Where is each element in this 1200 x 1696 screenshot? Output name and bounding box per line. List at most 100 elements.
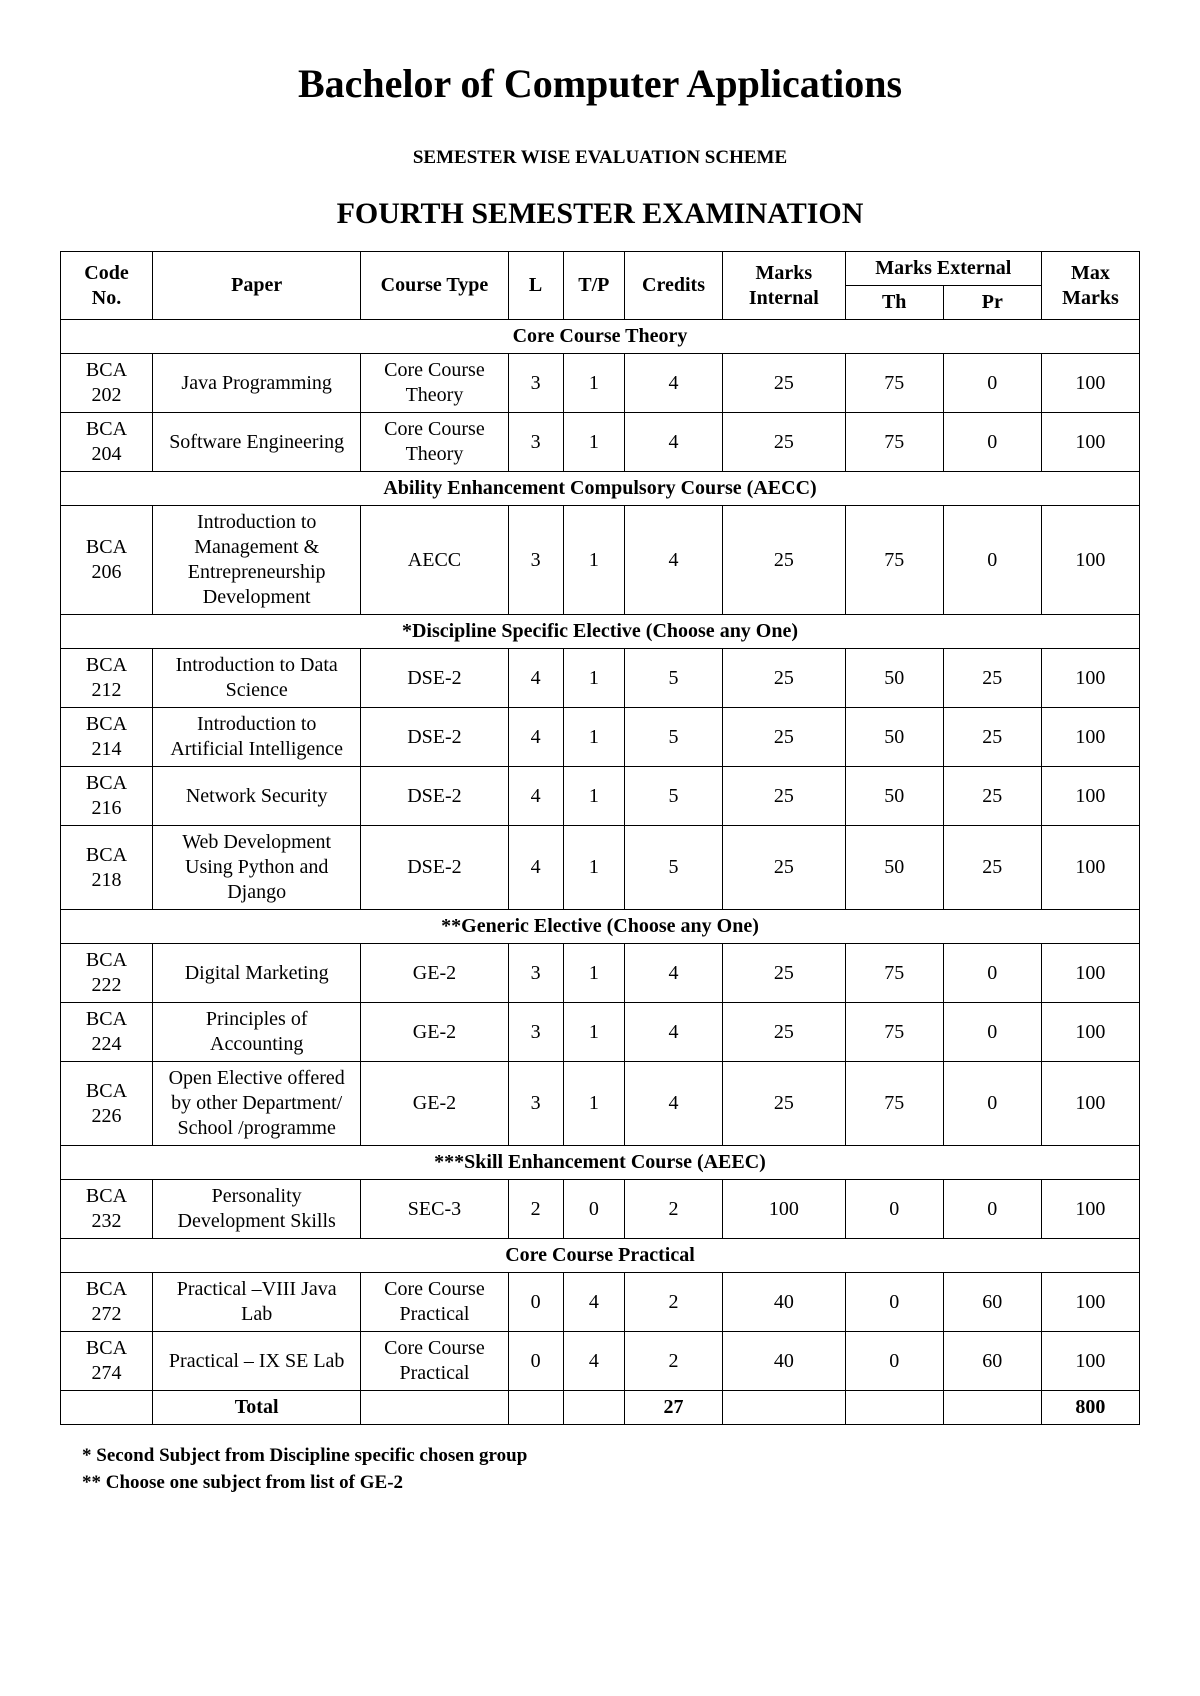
cell-tp: 4	[563, 1273, 624, 1332]
cell-code: BCA 212	[61, 649, 153, 708]
cell-int: 40	[723, 1273, 846, 1332]
cell-credits: 4	[624, 1062, 722, 1146]
cell-paper: Open Elective offered by other Departmen…	[152, 1062, 360, 1146]
cell-int: 100	[723, 1180, 846, 1239]
cell-paper: Practical – IX SE Lab	[152, 1332, 360, 1391]
cell-max: 100	[1041, 506, 1139, 615]
total-cell-9: 800	[1041, 1391, 1139, 1425]
cell-int: 25	[723, 1062, 846, 1146]
total-cell-3	[508, 1391, 563, 1425]
cell-pr: 0	[943, 1062, 1041, 1146]
cell-type: Core Course Practical	[361, 1273, 508, 1332]
cell-max: 100	[1041, 1003, 1139, 1062]
total-row: Total27800	[61, 1391, 1140, 1425]
footnotes: * Second Subject from Discipline specifi…	[60, 1443, 1140, 1496]
cell-pr: 25	[943, 649, 1041, 708]
total-cell-0	[61, 1391, 153, 1425]
cell-credits: 4	[624, 506, 722, 615]
cell-paper: Digital Marketing	[152, 944, 360, 1003]
table-row: BCA 272Practical –VIII Java LabCore Cour…	[61, 1273, 1140, 1332]
cell-paper: Principles of Accounting	[152, 1003, 360, 1062]
cell-int: 25	[723, 1003, 846, 1062]
cell-max: 100	[1041, 354, 1139, 413]
cell-int: 40	[723, 1332, 846, 1391]
cell-paper: Introduction to Data Science	[152, 649, 360, 708]
cell-int: 25	[723, 649, 846, 708]
cell-code: BCA 226	[61, 1062, 153, 1146]
cell-pr: 25	[943, 826, 1041, 910]
section-header: Core Course Practical	[61, 1239, 1140, 1273]
cell-paper: Personality Development Skills	[152, 1180, 360, 1239]
cell-credits: 4	[624, 1003, 722, 1062]
cell-max: 100	[1041, 708, 1139, 767]
cell-type: Core Course Theory	[361, 413, 508, 472]
cell-type: SEC-3	[361, 1180, 508, 1239]
table-row: BCA 232Personality Development SkillsSEC…	[61, 1180, 1140, 1239]
header-credits: Credits	[624, 252, 722, 320]
cell-th: 75	[845, 1062, 943, 1146]
cell-type: GE-2	[361, 1062, 508, 1146]
table-row: BCA 214Introduction to Artificial Intell…	[61, 708, 1140, 767]
page-title: Bachelor of Computer Applications	[60, 60, 1140, 107]
total-cell-6	[723, 1391, 846, 1425]
cell-max: 100	[1041, 649, 1139, 708]
total-cell-5: 27	[624, 1391, 722, 1425]
cell-l: 3	[508, 1062, 563, 1146]
header-l: L	[508, 252, 563, 320]
cell-l: 4	[508, 708, 563, 767]
cell-int: 25	[723, 944, 846, 1003]
cell-code: BCA 202	[61, 354, 153, 413]
table-row: BCA 218Web Development Using Python and …	[61, 826, 1140, 910]
table-row: BCA 274Practical – IX SE LabCore Course …	[61, 1332, 1140, 1391]
total-cell-7	[845, 1391, 943, 1425]
cell-int: 25	[723, 506, 846, 615]
cell-l: 4	[508, 826, 563, 910]
section-header: **Generic Elective (Choose any One)	[61, 910, 1140, 944]
cell-credits: 4	[624, 944, 722, 1003]
cell-max: 100	[1041, 1062, 1139, 1146]
cell-credits: 5	[624, 649, 722, 708]
cell-l: 3	[508, 506, 563, 615]
table-row: BCA 224Principles of AccountingGE-231425…	[61, 1003, 1140, 1062]
cell-th: 50	[845, 826, 943, 910]
cell-l: 3	[508, 944, 563, 1003]
cell-credits: 2	[624, 1180, 722, 1239]
cell-code: BCA 206	[61, 506, 153, 615]
cell-type: DSE-2	[361, 767, 508, 826]
table-row: BCA 216Network SecurityDSE-2415255025100	[61, 767, 1140, 826]
cell-th: 75	[845, 506, 943, 615]
cell-max: 100	[1041, 1180, 1139, 1239]
cell-max: 100	[1041, 1332, 1139, 1391]
cell-pr: 25	[943, 708, 1041, 767]
cell-th: 50	[845, 767, 943, 826]
cell-type: GE-2	[361, 944, 508, 1003]
cell-pr: 0	[943, 506, 1041, 615]
cell-code: BCA 274	[61, 1332, 153, 1391]
cell-th: 50	[845, 708, 943, 767]
cell-tp: 1	[563, 767, 624, 826]
table-row: BCA 226Open Elective offered by other De…	[61, 1062, 1140, 1146]
cell-th: 0	[845, 1180, 943, 1239]
cell-pr: 0	[943, 1180, 1041, 1239]
cell-pr: 60	[943, 1273, 1041, 1332]
cell-type: GE-2	[361, 1003, 508, 1062]
cell-th: 50	[845, 649, 943, 708]
cell-tp: 4	[563, 1332, 624, 1391]
cell-tp: 1	[563, 413, 624, 472]
cell-int: 25	[723, 826, 846, 910]
header-marks-internal: Marks Internal	[723, 252, 846, 320]
cell-paper: Java Programming	[152, 354, 360, 413]
cell-paper: Introduction to Artificial Intelligence	[152, 708, 360, 767]
semester-title: FOURTH SEMESTER EXAMINATION	[60, 197, 1140, 231]
cell-code: BCA 216	[61, 767, 153, 826]
cell-tp: 1	[563, 354, 624, 413]
cell-int: 25	[723, 354, 846, 413]
cell-type: DSE-2	[361, 649, 508, 708]
cell-int: 25	[723, 413, 846, 472]
cell-code: BCA 222	[61, 944, 153, 1003]
header-tp: T/P	[563, 252, 624, 320]
header-max-marks: Max Marks	[1041, 252, 1139, 320]
table-row: BCA 222Digital MarketingGE-231425750100	[61, 944, 1140, 1003]
cell-credits: 5	[624, 708, 722, 767]
table-header: Code No. Paper Course Type L T/P Credits…	[61, 252, 1140, 320]
